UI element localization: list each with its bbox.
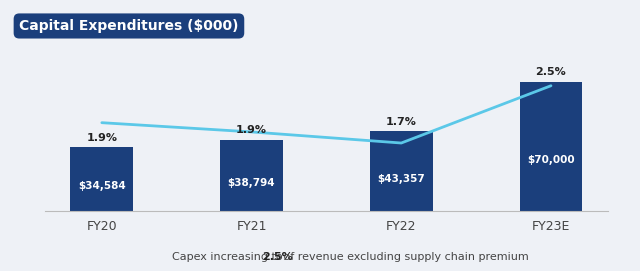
Text: 2.5%: 2.5% (536, 67, 566, 78)
Text: of revenue excluding supply chain premium: of revenue excluding supply chain premiu… (280, 251, 529, 262)
Text: $34,584: $34,584 (78, 181, 125, 191)
Text: $38,794: $38,794 (228, 178, 275, 188)
Bar (70, 147, 133, 211)
Text: 1.7%: 1.7% (386, 117, 417, 127)
Text: Capital Expenditures ($000): Capital Expenditures ($000) (19, 19, 239, 33)
Text: 2.5%: 2.5% (262, 251, 292, 262)
Text: $43,357: $43,357 (378, 174, 425, 184)
Bar (370, 131, 433, 211)
Text: 1.9%: 1.9% (86, 133, 117, 143)
Text: Capex increasing to: Capex increasing to (172, 251, 286, 262)
Text: 1.9%: 1.9% (236, 125, 267, 135)
Bar (520, 82, 582, 211)
Text: $70,000: $70,000 (527, 155, 575, 165)
Bar (220, 140, 283, 211)
